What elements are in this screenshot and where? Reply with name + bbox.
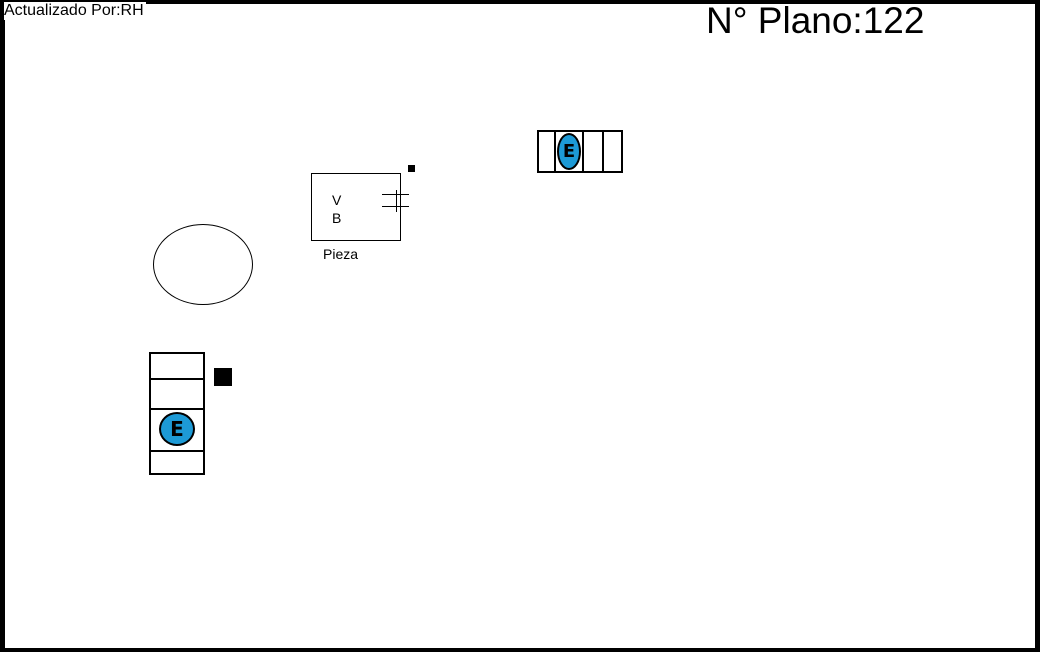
piece-box: V B	[311, 173, 409, 241]
e-marker-icon: E	[557, 133, 581, 170]
e-marker-icon: E	[159, 412, 195, 446]
piece-tick-upper	[382, 194, 409, 195]
strip-divider	[602, 132, 604, 171]
piece-tick-lower	[382, 206, 409, 207]
vertical-cell-strip: E	[149, 352, 205, 475]
piece-letter-v: V	[332, 192, 342, 208]
oval-table-shape	[153, 224, 253, 305]
strip-divider	[582, 132, 584, 171]
strip-divider	[151, 408, 203, 410]
strip-divider	[151, 450, 203, 452]
strip-divider	[554, 132, 556, 171]
plan-number-title: N° Plano:122	[706, 0, 925, 41]
piece-caption: Pieza	[323, 246, 359, 262]
piece-letter-b: B	[332, 210, 342, 226]
small-square-marker	[408, 165, 415, 172]
piece-connector-line	[396, 190, 397, 212]
square-marker	[214, 368, 232, 386]
updated-by-label: Actualizado Por:RH	[4, 2, 146, 20]
horizontal-cell-strip: E	[537, 130, 623, 173]
strip-divider	[151, 378, 203, 380]
